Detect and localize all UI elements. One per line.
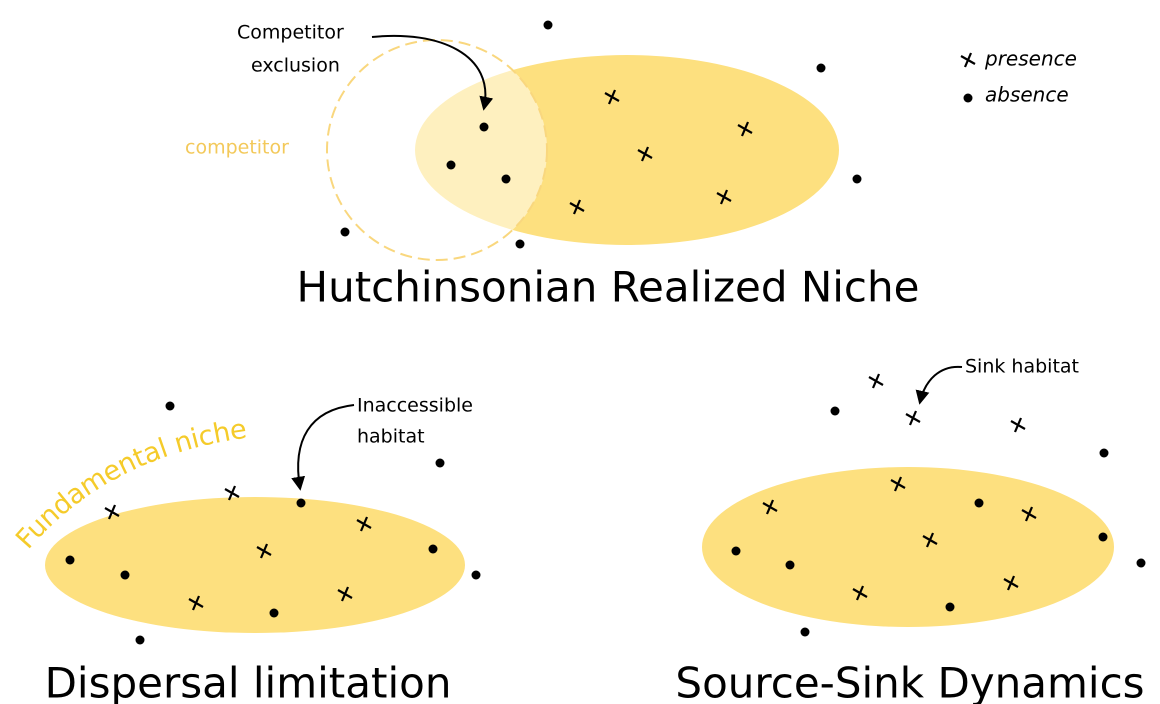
absence-point: [1098, 532, 1108, 542]
presence-point: [868, 373, 884, 389]
absence-point: [543, 20, 553, 30]
absence-point: [269, 608, 279, 618]
legend-absence: absence: [985, 83, 1069, 107]
absence-point: [1099, 448, 1109, 458]
absence-point: [135, 635, 145, 645]
absence-point: [974, 498, 984, 508]
absence-point: [446, 160, 456, 170]
presence-point: [1003, 575, 1019, 591]
presence-point: [1010, 417, 1026, 433]
annotation: habitat: [357, 426, 425, 448]
absence-point: [852, 174, 862, 184]
annotation: Inaccessible: [357, 395, 473, 417]
annotation: Competitor: [237, 22, 344, 44]
absence-point: [830, 406, 840, 416]
annotation: Sink habitat: [965, 356, 1079, 378]
absence-point: [120, 570, 130, 580]
absence-point: [501, 174, 511, 184]
presence-point: [1021, 506, 1037, 522]
absence-point: [165, 401, 175, 411]
presence-point: [604, 89, 620, 105]
arrow: [915, 365, 963, 405]
panel-title: Source-Sink Dynamics: [675, 659, 1144, 704]
absence-point: [479, 122, 489, 132]
absence-point: [340, 227, 350, 237]
absence-point: [800, 627, 810, 637]
legend-presence: presence: [984, 47, 1077, 71]
absence-point: [963, 93, 973, 103]
presence-point: [716, 189, 732, 205]
presence-point: [224, 485, 240, 501]
absence-point: [471, 570, 481, 580]
presence-point: [890, 476, 906, 492]
arrow: [291, 404, 355, 491]
absence-point: [515, 239, 525, 249]
panel-title: Hutchinsonian Realized Niche: [297, 263, 920, 312]
absence-point: [816, 63, 826, 73]
absence-point: [435, 458, 445, 468]
panel-title: Dispersal limitation: [45, 659, 452, 704]
presence-point: [104, 504, 120, 520]
competitor-label: competitor: [185, 137, 289, 159]
presence-point: [737, 121, 753, 137]
presence-point: [922, 532, 938, 548]
presence-point: [569, 199, 585, 215]
absence-point: [296, 498, 306, 508]
presence-point: [356, 516, 372, 532]
presence-point: [905, 410, 921, 426]
niche: [45, 497, 465, 633]
absence-point: [428, 544, 438, 554]
presence-point: [852, 585, 868, 601]
absence-point: [785, 560, 795, 570]
presence-point: [960, 52, 976, 68]
presence-point: [637, 146, 653, 162]
niche: [702, 467, 1114, 627]
absence-point: [945, 602, 955, 612]
competitor-niche: [326, 39, 548, 261]
annotation: exclusion: [251, 55, 340, 77]
absence-point: [731, 546, 741, 556]
presence-point: [337, 586, 353, 602]
presence-point: [256, 543, 272, 559]
absence-point: [65, 555, 75, 565]
arrow: [371, 34, 494, 111]
presence-point: [762, 499, 778, 515]
presence-point: [188, 595, 204, 611]
absence-point: [1136, 558, 1146, 568]
